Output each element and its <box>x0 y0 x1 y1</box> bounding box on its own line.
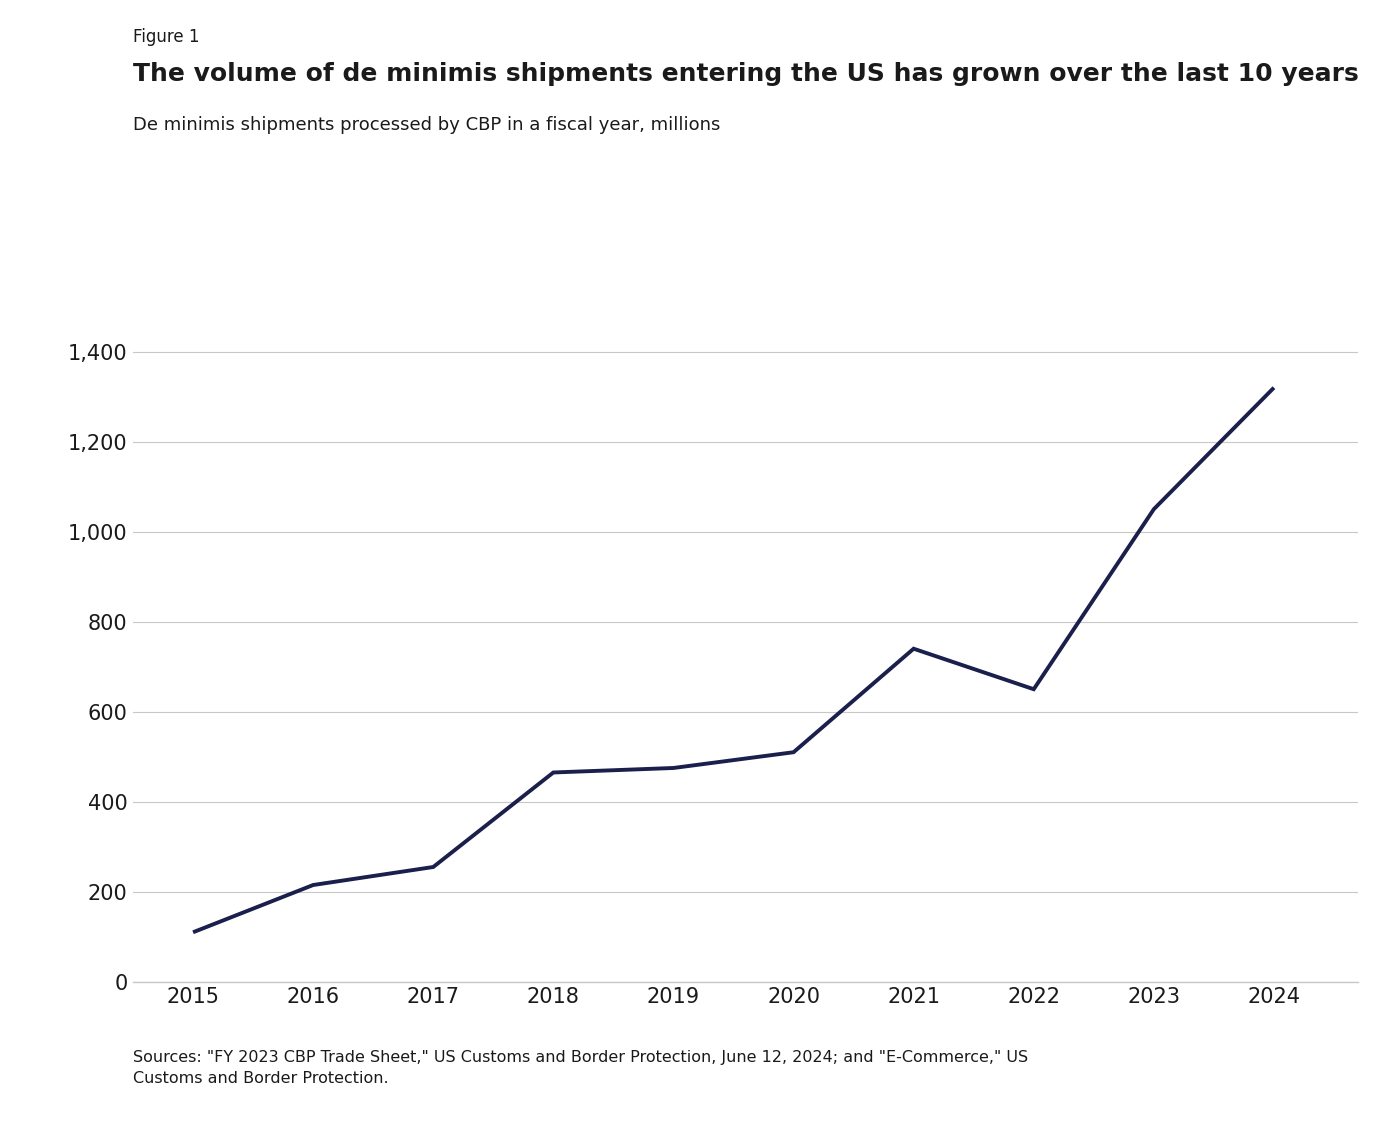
Text: The volume of de minimis shipments entering the US has grown over the last 10 ye: The volume of de minimis shipments enter… <box>133 62 1359 86</box>
Text: Figure 1: Figure 1 <box>133 28 199 47</box>
Text: De minimis shipments processed by CBP in a fiscal year, millions: De minimis shipments processed by CBP in… <box>133 116 721 134</box>
Text: Sources: "FY 2023 CBP Trade Sheet," US Customs and Border Protection, June 12, 2: Sources: "FY 2023 CBP Trade Sheet," US C… <box>133 1050 1028 1086</box>
